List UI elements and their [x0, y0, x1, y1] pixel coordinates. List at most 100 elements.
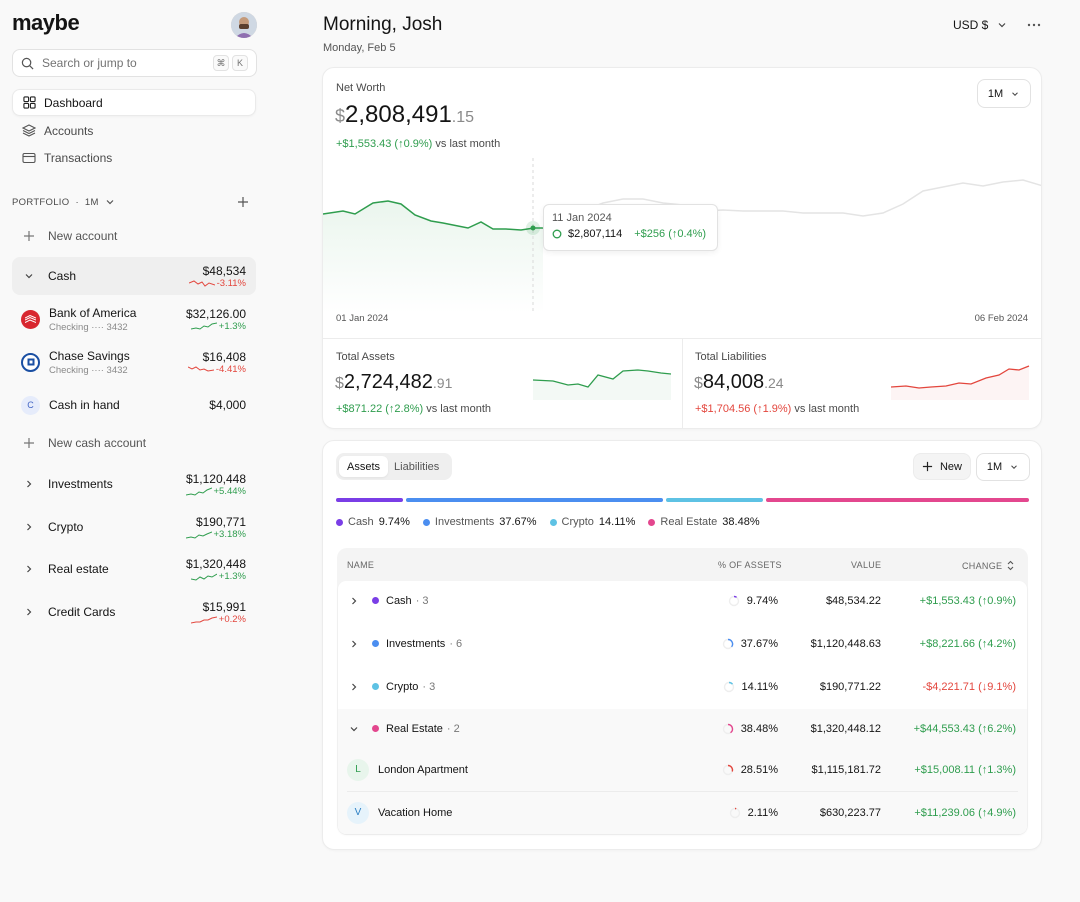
- row-pct: 28.51%: [722, 764, 778, 776]
- col-name: NAME: [347, 560, 375, 570]
- avatar[interactable]: [231, 12, 257, 38]
- sidebar-group-cash[interactable]: Cash $48,534 -3.11%: [12, 257, 256, 295]
- new-asset-button[interactable]: New: [913, 453, 971, 480]
- sidebar-group-investments[interactable]: Investments $1,120,448 +5.44%: [12, 469, 256, 499]
- row-change: +$15,008.11 (↑1.3%): [914, 763, 1016, 776]
- row-name: Investments: [386, 637, 446, 650]
- chevron-right-icon[interactable]: [23, 563, 35, 575]
- account-amount: $4,000: [209, 398, 246, 412]
- chevron-right-icon[interactable]: [23, 478, 35, 490]
- chevron-down-icon[interactable]: [348, 723, 360, 735]
- net-worth-chart[interactable]: [323, 153, 1042, 313]
- nav-transactions[interactable]: Transactions: [12, 144, 256, 171]
- add-portfolio-icon[interactable]: [237, 196, 249, 208]
- nav-label: Dashboard: [44, 95, 103, 110]
- search-input[interactable]: Search or jump to: [42, 56, 137, 70]
- group-name: Credit Cards: [48, 605, 116, 619]
- allocation-bar: [336, 498, 1029, 502]
- allocation-segment-cash: [336, 498, 403, 502]
- row-pct-text: 38.48%: [740, 722, 778, 735]
- chevron-right-icon[interactable]: [348, 595, 360, 607]
- currency-label: USD $: [953, 18, 989, 32]
- chevron-down-icon[interactable]: [23, 270, 35, 282]
- account-change: +1.3%: [218, 320, 246, 332]
- total-assets-whole: 2,724,482: [343, 371, 433, 393]
- nav-dashboard[interactable]: Dashboard: [12, 89, 256, 116]
- row-value: $190,771.22: [819, 680, 881, 693]
- table-row-cash[interactable]: Cash · 3 9.74% $48,534.22 +$1,553.43 (↑0…: [338, 579, 1028, 622]
- new-account-label: New account: [48, 229, 118, 243]
- circle-indicator-icon: [552, 229, 562, 239]
- net-worth-change: +$1,553.43 (↑0.9%): [336, 138, 433, 150]
- kbd-k: K: [232, 55, 248, 71]
- new-cash-account-button[interactable]: New cash account: [12, 434, 256, 452]
- row-count: · 3: [422, 680, 436, 693]
- sparkline-icon: [185, 531, 212, 539]
- account-bank-of-america[interactable]: Bank of America Checking ···· 3432 $32,1…: [12, 303, 256, 335]
- chevron-right-icon[interactable]: [23, 521, 35, 533]
- portfolio-period[interactable]: 1M: [84, 196, 99, 208]
- kbd-cmd: ⌘: [213, 55, 229, 71]
- chevron-right-icon[interactable]: [23, 606, 35, 618]
- net-worth-vs: vs last month: [435, 138, 501, 150]
- account-value: $16,408: [202, 349, 246, 364]
- account-type: Checking ···· 3432: [49, 364, 128, 376]
- expanded-group-bg: [338, 709, 1027, 834]
- account-name: Cash in hand: [49, 398, 120, 412]
- breakdown-period-select[interactable]: 1M: [976, 453, 1030, 481]
- account-cash-in-hand[interactable]: C Cash in hand $4,000: [12, 394, 256, 416]
- row-name: Real Estate: [386, 722, 443, 735]
- row-pct-text: 14.11%: [741, 680, 779, 693]
- table-row-investments[interactable]: Investments · 6 37.67% $1,120,448.63 +$8…: [338, 622, 1028, 665]
- total-liabilities-label: Total Liabilities: [695, 351, 767, 363]
- table-row-real-estate[interactable]: Real Estate · 2 38.48% $1,320,448.12 +$4…: [338, 707, 1028, 750]
- search-bar[interactable]: Search or jump to ⌘ K: [12, 49, 257, 77]
- chevron-down-icon[interactable]: [104, 196, 116, 208]
- chevron-right-icon[interactable]: [348, 638, 360, 650]
- group-name: Real estate: [48, 562, 109, 576]
- nav-label: Transactions: [44, 150, 113, 165]
- divider: [682, 338, 683, 428]
- row-pct: 38.48%: [722, 723, 778, 735]
- account-type: Checking ···· 3432: [49, 321, 128, 333]
- table-subrow-london-apartment[interactable]: L London Apartment 28.51% $1,115,181.72 …: [338, 748, 1028, 791]
- period-select[interactable]: 1M: [977, 79, 1031, 108]
- currency-select[interactable]: USD $: [953, 18, 1042, 32]
- tab-assets[interactable]: Assets: [339, 456, 389, 477]
- legend-name: Real Estate: [660, 516, 718, 528]
- table-subrow-vacation-home[interactable]: V Vacation Home 2.11% $630,223.77 +$11,2…: [338, 791, 1028, 834]
- row-change: +$11,239.06 (↑4.9%): [914, 806, 1016, 819]
- chart-tooltip: 11 Jan 2024 $2,807,114 +$256 (↑0.4%): [543, 204, 718, 251]
- table-row-crypto[interactable]: Crypto · 3 14.11% $190,771.22 -$4,221.71…: [338, 665, 1028, 708]
- row-name: Cash: [386, 594, 412, 607]
- nav-accounts[interactable]: Accounts: [12, 117, 256, 144]
- total-liabilities-currency: $: [694, 375, 703, 392]
- chevron-right-icon[interactable]: [348, 681, 360, 693]
- net-worth-currency: $: [335, 106, 346, 126]
- legend-dot: [648, 518, 656, 526]
- sidebar-group-crypto[interactable]: Crypto $190,771 +3.18%: [12, 512, 256, 542]
- account-value: $4,000: [209, 398, 246, 412]
- app-logo[interactable]: maybe: [12, 10, 80, 35]
- account-chase-savings[interactable]: Chase Savings Checking ···· 3432 $16,408…: [12, 346, 256, 378]
- tab-liabilities[interactable]: Liabilities: [394, 460, 440, 473]
- sparkline-icon: [190, 322, 217, 330]
- row-value: $1,120,448.63: [810, 637, 881, 650]
- sidebar-group-credit-cards[interactable]: Credit Cards $15,991 +0.2%: [12, 597, 256, 627]
- new-account-button[interactable]: New account: [12, 227, 256, 245]
- more-icon[interactable]: [1026, 19, 1042, 31]
- net-worth-value: $2,808,491.15: [335, 101, 474, 129]
- legend-pct: 37.67%: [499, 516, 537, 528]
- col-change[interactable]: CHANGE: [962, 560, 1015, 571]
- category-dot: [372, 597, 379, 604]
- col-value: VALUE: [851, 560, 882, 570]
- tooltip-change: +$256 (↑0.4%): [634, 228, 707, 240]
- search-icon: [21, 57, 34, 69]
- sidebar-group-real-estate[interactable]: Real estate $1,320,448 +1.3%: [12, 554, 256, 584]
- legend-dot: [336, 518, 343, 526]
- tooltip-value: $2,807,114: [568, 228, 623, 240]
- total-assets-sparkline: [533, 369, 672, 400]
- sparkline-icon: [187, 366, 214, 372]
- new-cash-account-label: New cash account: [48, 436, 147, 450]
- allocation-segment-investments: [405, 498, 664, 502]
